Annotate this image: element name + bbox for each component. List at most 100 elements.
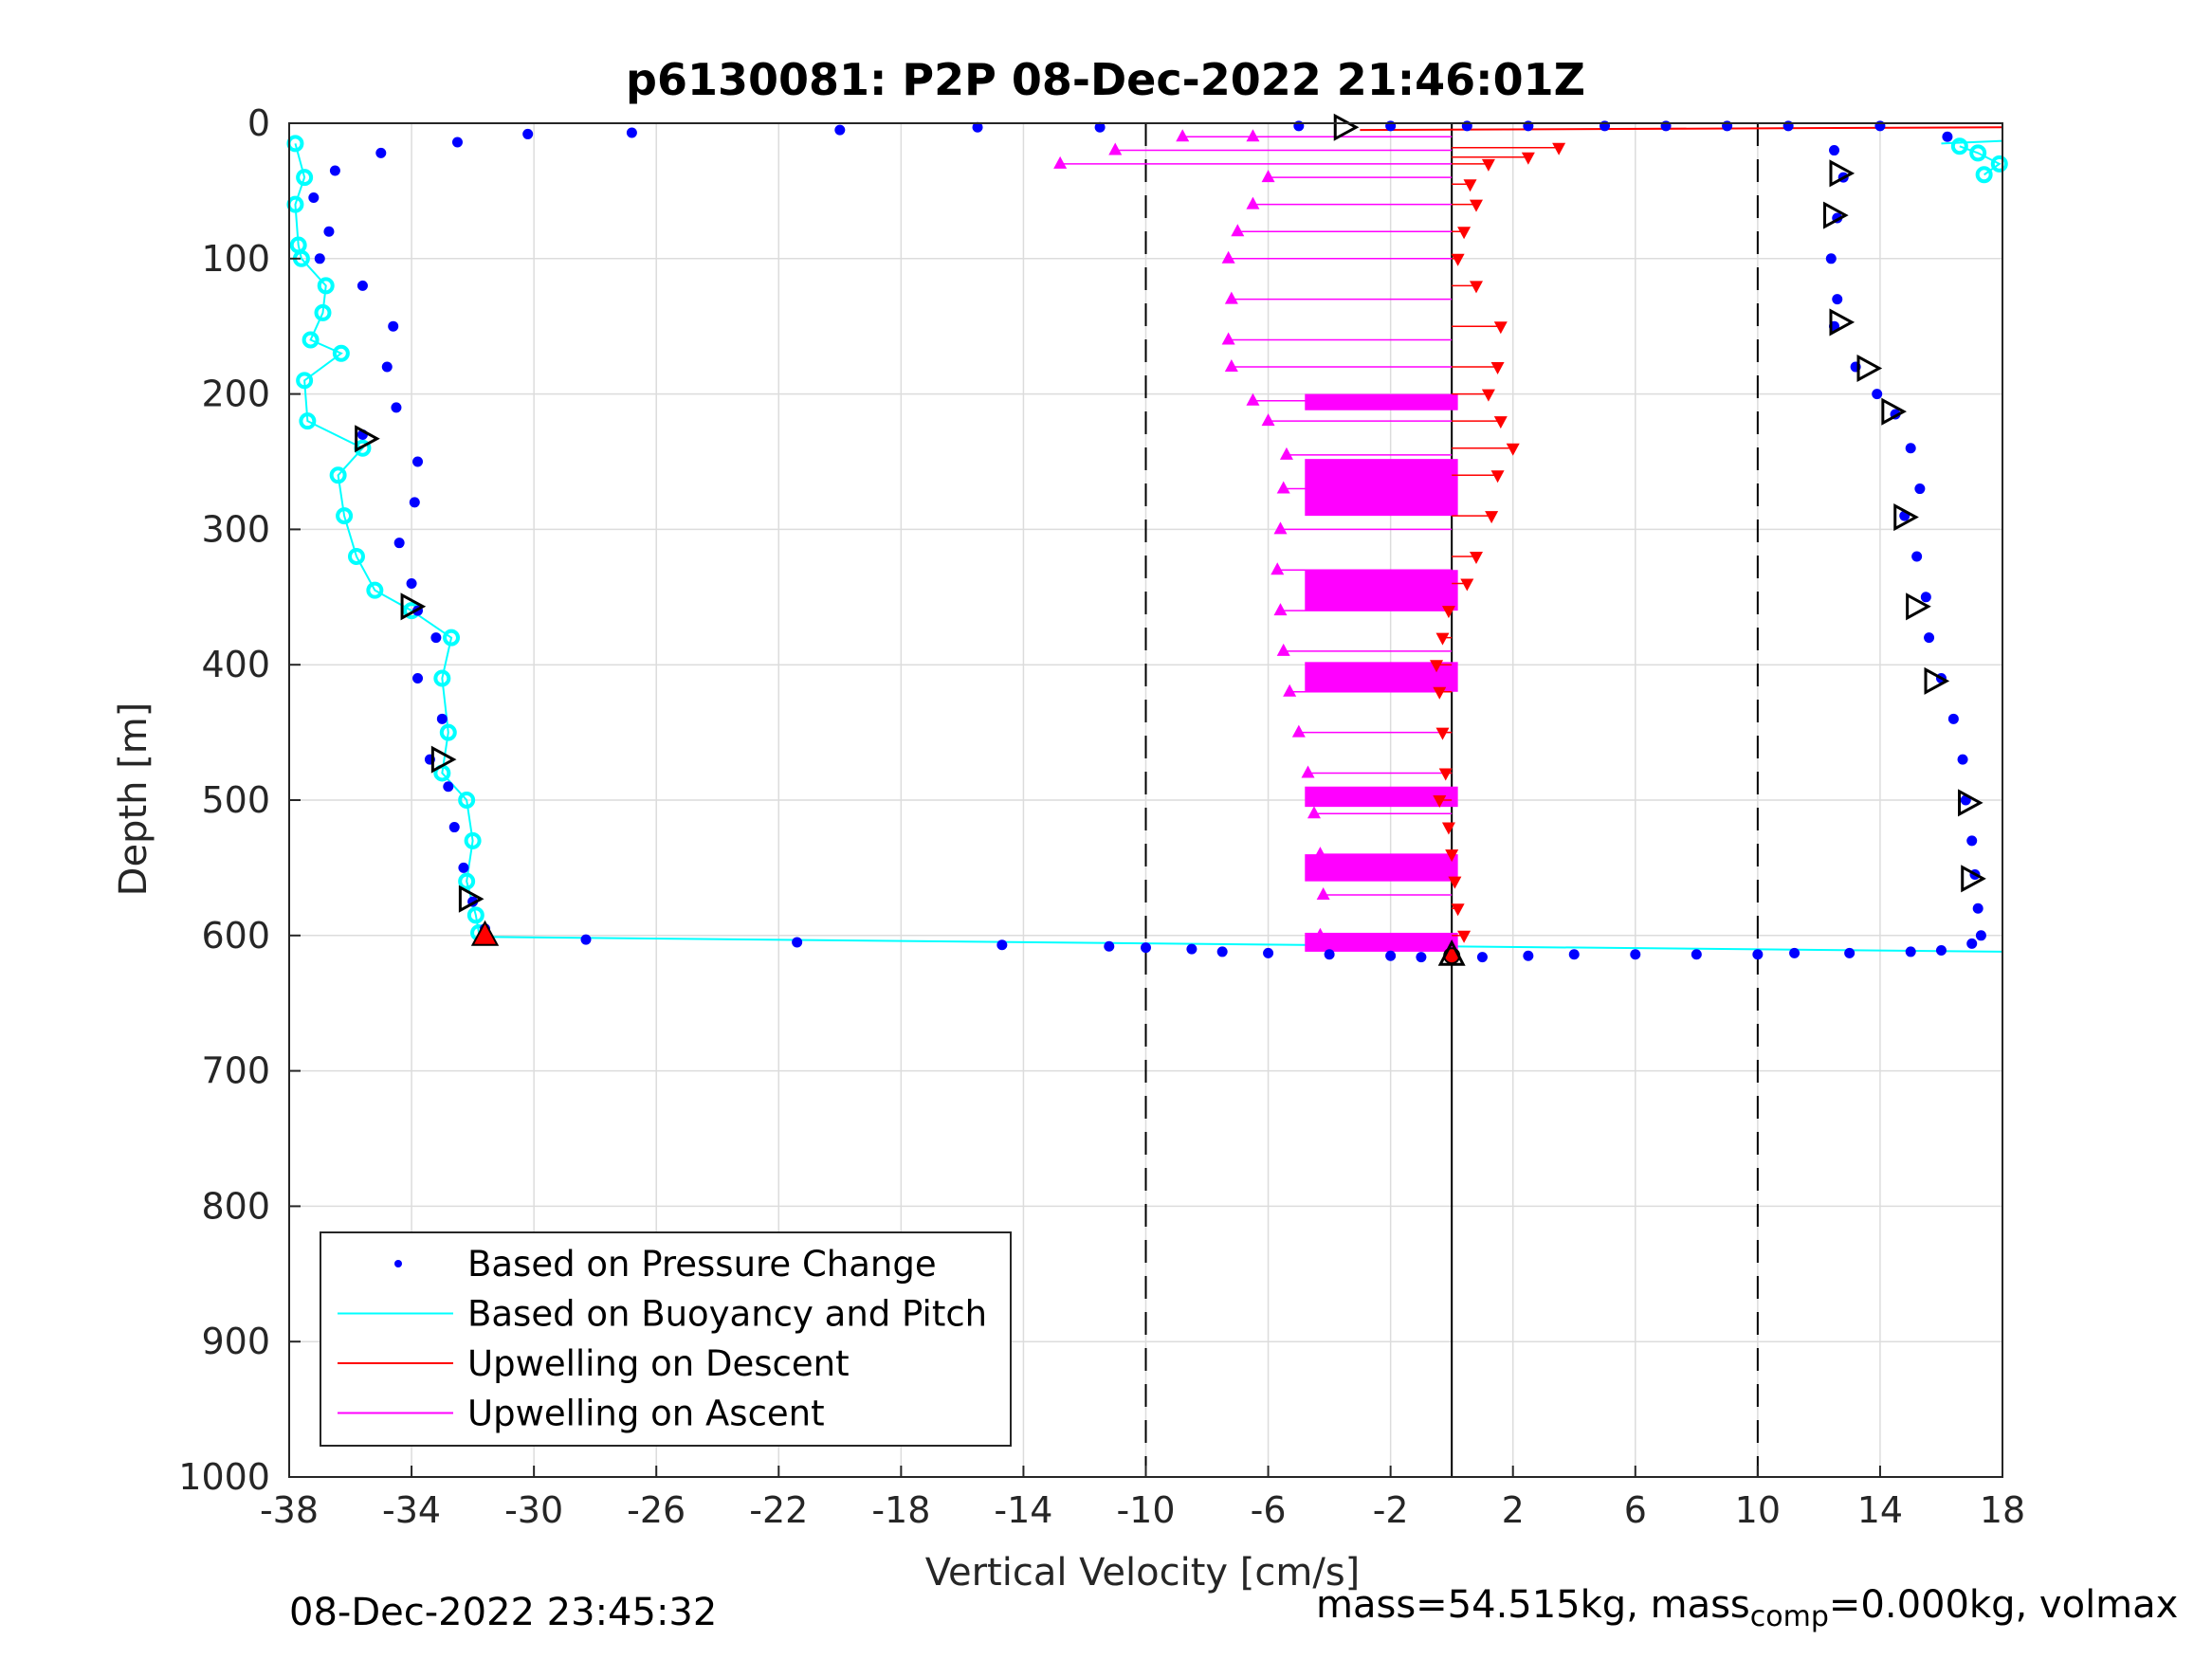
ascent-upwelling-band [1305,786,1458,808]
descent-upwelling-point [1481,389,1495,402]
buoyancy-point [458,792,476,809]
ascent-upwelling-band [1305,393,1458,410]
pressure-ascent-point [1829,145,1840,156]
pressure-bottom-point [1324,949,1335,960]
descent-upwelling-point [1469,281,1483,294]
x-tick-label: -2 [1373,1489,1409,1531]
ascent-upwelling-point [1053,155,1068,169]
buoyancy-point [302,331,320,349]
pressure-bottom-point [996,939,1008,951]
pressure-descent-point [412,672,424,684]
ascent-upwelling-point [1313,927,1327,940]
x-tick-label: -38 [260,1489,319,1531]
pressure-ascent-point [1972,902,1983,914]
descent-upwelling-point [1451,253,1465,266]
x-tick-label: -34 [382,1489,441,1531]
pressure-bottom-point [1630,949,1641,960]
pressure-descent-point [412,456,424,467]
descent-upwelling-point [1457,227,1472,240]
ascent-upwelling-point [1276,481,1290,494]
ascent-upwelling-point [1301,765,1315,778]
descent-upwelling-point [1435,727,1450,740]
pressure-surface-point [1094,121,1106,133]
pressure-ascent-point [1914,483,1926,495]
descent-upwelling-point [1433,795,1447,808]
ascent-triangle-marker [1906,592,1931,621]
ascent-upwelling-band [1305,570,1458,611]
ascent-triangle-marker [1856,354,1883,382]
pressure-bottom-point [1523,950,1534,961]
timestamp-footer: 08-Dec-2022 23:45:32 [289,1591,718,1634]
bottom-red-triangle-marker [470,920,500,946]
buoyancy-transition-line [479,936,2003,953]
ascent-upwelling-band [1305,459,1458,517]
pressure-bottom-point [792,937,803,948]
pressure-bottom-point [1752,949,1764,960]
descent-upwelling-point [1469,199,1483,212]
descent-upwelling-point [1438,768,1453,781]
descent-upwelling-point [1493,321,1508,335]
ascent-upwelling-point [1316,886,1330,900]
ascent-upwelling-band [1305,662,1458,692]
descent-triangle-marker [400,592,427,621]
descent-upwelling-point [1490,470,1505,483]
ascent-upwelling-point [1108,142,1123,155]
pressure-surface-point [834,124,846,136]
ascent-upwelling-point [1224,291,1238,304]
y-tick-label: 300 [201,508,270,550]
y-tick-label: 1000 [178,1456,270,1498]
bottom-star-outline [1437,939,1466,966]
x-tick-label: 18 [1980,1489,2025,1531]
y-tick-label: 600 [201,915,270,957]
buoyancy-point [366,581,384,599]
legend-marker [394,1260,402,1267]
buoyancy-point [1990,155,2008,173]
ascent-upwelling-point [1246,392,1260,406]
descent-upwelling-point [1441,606,1455,619]
ascent-triangle-marker [1958,789,1983,817]
pressure-bottom-point [1263,947,1274,958]
x-tick-label: 10 [1735,1489,1781,1531]
mass-footer-subscript: comp [1749,1600,1829,1633]
series-layer [286,113,2008,966]
x-tick-label: -30 [504,1489,563,1531]
pressure-descent-point [391,402,402,413]
pressure-descent-point [443,781,454,793]
ascent-upwelling-band [1305,932,1458,952]
y-tick-label: 900 [201,1321,270,1362]
pressure-bottom-point [1416,952,1427,963]
ascent-upwelling-point [1283,684,1297,697]
pressure-bottom-point [1104,940,1115,952]
buoyancy-point [347,547,365,565]
pressure-bottom-point [1789,947,1801,958]
x-tick-label: -26 [627,1489,686,1531]
ascent-upwelling-point [1276,643,1290,656]
descent-triangle-marker [430,745,457,774]
mass-footer-part-1: mass=54.515kg, mass [1316,1583,1750,1627]
buoyancy-point [466,906,484,924]
pressure-bottom-point [1216,946,1228,957]
pressure-descent-point [323,226,335,237]
y-tick-label: 400 [201,644,270,685]
buoyancy-point [296,372,314,390]
ascent-upwelling-point [1176,129,1190,142]
pressure-bottom-point [1385,950,1397,961]
buoyancy-point [443,629,461,647]
pressure-ascent-point [1957,754,1968,765]
ascent-upwelling-point [1291,724,1306,738]
pressure-bottom-point [1568,949,1580,960]
descent-upwelling-point [1445,849,1459,863]
buoyancy-point [299,412,317,430]
ascent-upwelling-point [1313,847,1327,860]
pressure-descent-point [436,713,448,724]
descent-upwelling-point [1485,511,1499,524]
pressure-bottom-point [1844,947,1856,958]
descent-upwelling-point [1435,632,1450,646]
legend-label: Upwelling on Ascent [467,1394,825,1434]
pressure-descent-point [381,361,393,373]
ascent-upwelling-point [1273,603,1288,616]
legend: Based on Pressure Change Based on Buoyanc… [320,1231,1012,1447]
pressure-bottom-point [580,934,592,945]
ascent-triangle-marker [1829,308,1856,337]
buoyancy-transition-line [1941,139,2003,145]
